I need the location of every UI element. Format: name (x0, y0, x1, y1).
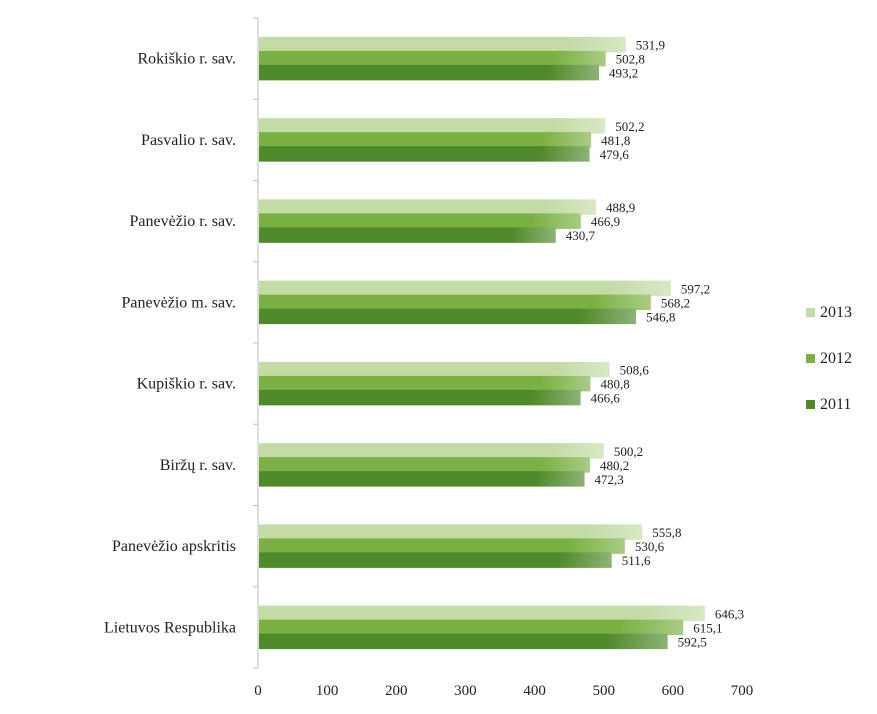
legend-label: 2012 (820, 350, 852, 367)
bar-2011 (259, 227, 556, 243)
bar-2013 (259, 443, 604, 459)
data-label-2013: 502,2 (615, 119, 644, 134)
category-label: Panevėžio m. sav. (122, 294, 236, 311)
bar-2012 (259, 294, 651, 311)
bar-2013 (259, 199, 597, 215)
data-label-2011: 493,2 (609, 66, 638, 81)
legend: 2013 2012 2011 (806, 304, 852, 413)
x-tick-label: 300 (454, 683, 477, 699)
legend-label: 2011 (820, 396, 851, 413)
data-label-2011: 592,5 (678, 634, 707, 649)
data-label-2011: 511,6 (622, 553, 651, 568)
data-label-2012: 568,2 (661, 295, 690, 310)
bar-2013 (259, 36, 626, 53)
x-tick-label: 700 (731, 683, 754, 699)
data-label-2011: 479,6 (600, 147, 630, 162)
data-label-2013: 555,8 (652, 525, 681, 540)
x-tick-label: 400 (523, 683, 546, 699)
legend-swatch (806, 308, 815, 317)
bar-2013 (259, 118, 606, 134)
bar-2012 (259, 457, 591, 473)
data-label-2011: 472,3 (595, 472, 624, 487)
bar-2011 (259, 633, 668, 650)
x-tick-label: 500 (592, 683, 615, 699)
bar-2012 (259, 619, 684, 636)
legend-label: 2013 (820, 304, 852, 321)
data-label-2013: 597,2 (681, 281, 710, 296)
bar-2012 (259, 213, 581, 229)
bar-2013 (259, 280, 671, 297)
data-label-2011: 430,7 (566, 228, 596, 243)
bar-2013 (259, 524, 643, 540)
category-label: Lietuvos Respublika (104, 619, 236, 636)
data-label-2012: 530,6 (635, 539, 665, 554)
data-label-2012: 480,8 (600, 377, 629, 392)
category-label: Biržų r. sav. (160, 457, 236, 474)
x-tick-label: 600 (662, 683, 685, 699)
bar-2011 (259, 552, 612, 568)
category-label: Pasvalio r. sav. (141, 132, 236, 149)
legend-swatch (806, 354, 815, 363)
data-label-2013: 531,9 (636, 38, 665, 53)
bar-2012 (259, 50, 606, 67)
category-label: Panevėžio apskritis (112, 538, 236, 555)
category-label: Rokiškio r. sav. (137, 51, 236, 68)
bar-2012 (259, 538, 625, 554)
bar-2012 (259, 132, 592, 148)
data-label-2012: 502,8 (616, 52, 645, 67)
data-label-2013: 500,2 (614, 444, 643, 459)
data-label-2012: 466,9 (591, 214, 620, 229)
axis-layer: 0 100 200 300 400 500 600 700 Rokiškio r. sav. Pa… (104, 17, 754, 699)
bar-2011 (259, 389, 581, 406)
data-label-2012: 480,2 (600, 458, 629, 473)
x-tick-label: 0 (254, 683, 262, 699)
data-label-2013: 646,3 (715, 606, 744, 621)
bar-2011 (259, 471, 585, 487)
data-label-2013: 508,6 (620, 363, 650, 378)
bar-2011 (259, 64, 600, 81)
bar-2011 (259, 146, 590, 162)
bar-2012 (259, 375, 591, 392)
bar-2013 (259, 605, 705, 622)
data-label-2013: 488,9 (606, 200, 635, 215)
x-tick-label: 100 (316, 683, 339, 699)
bars-layer (259, 36, 705, 650)
bar-2013 (259, 361, 610, 378)
data-label-2012: 481,8 (601, 133, 630, 148)
category-label: Kupiškio r. sav. (137, 376, 236, 393)
data-label-2011: 546,8 (646, 309, 675, 324)
data-label-2012: 615,1 (693, 620, 722, 635)
category-label: Panevėžio r. sav. (130, 213, 236, 230)
x-tick-label: 200 (385, 683, 408, 699)
legend-swatch (806, 400, 815, 409)
data-label-2011: 466,6 (591, 391, 621, 406)
bar-2011 (259, 308, 637, 325)
